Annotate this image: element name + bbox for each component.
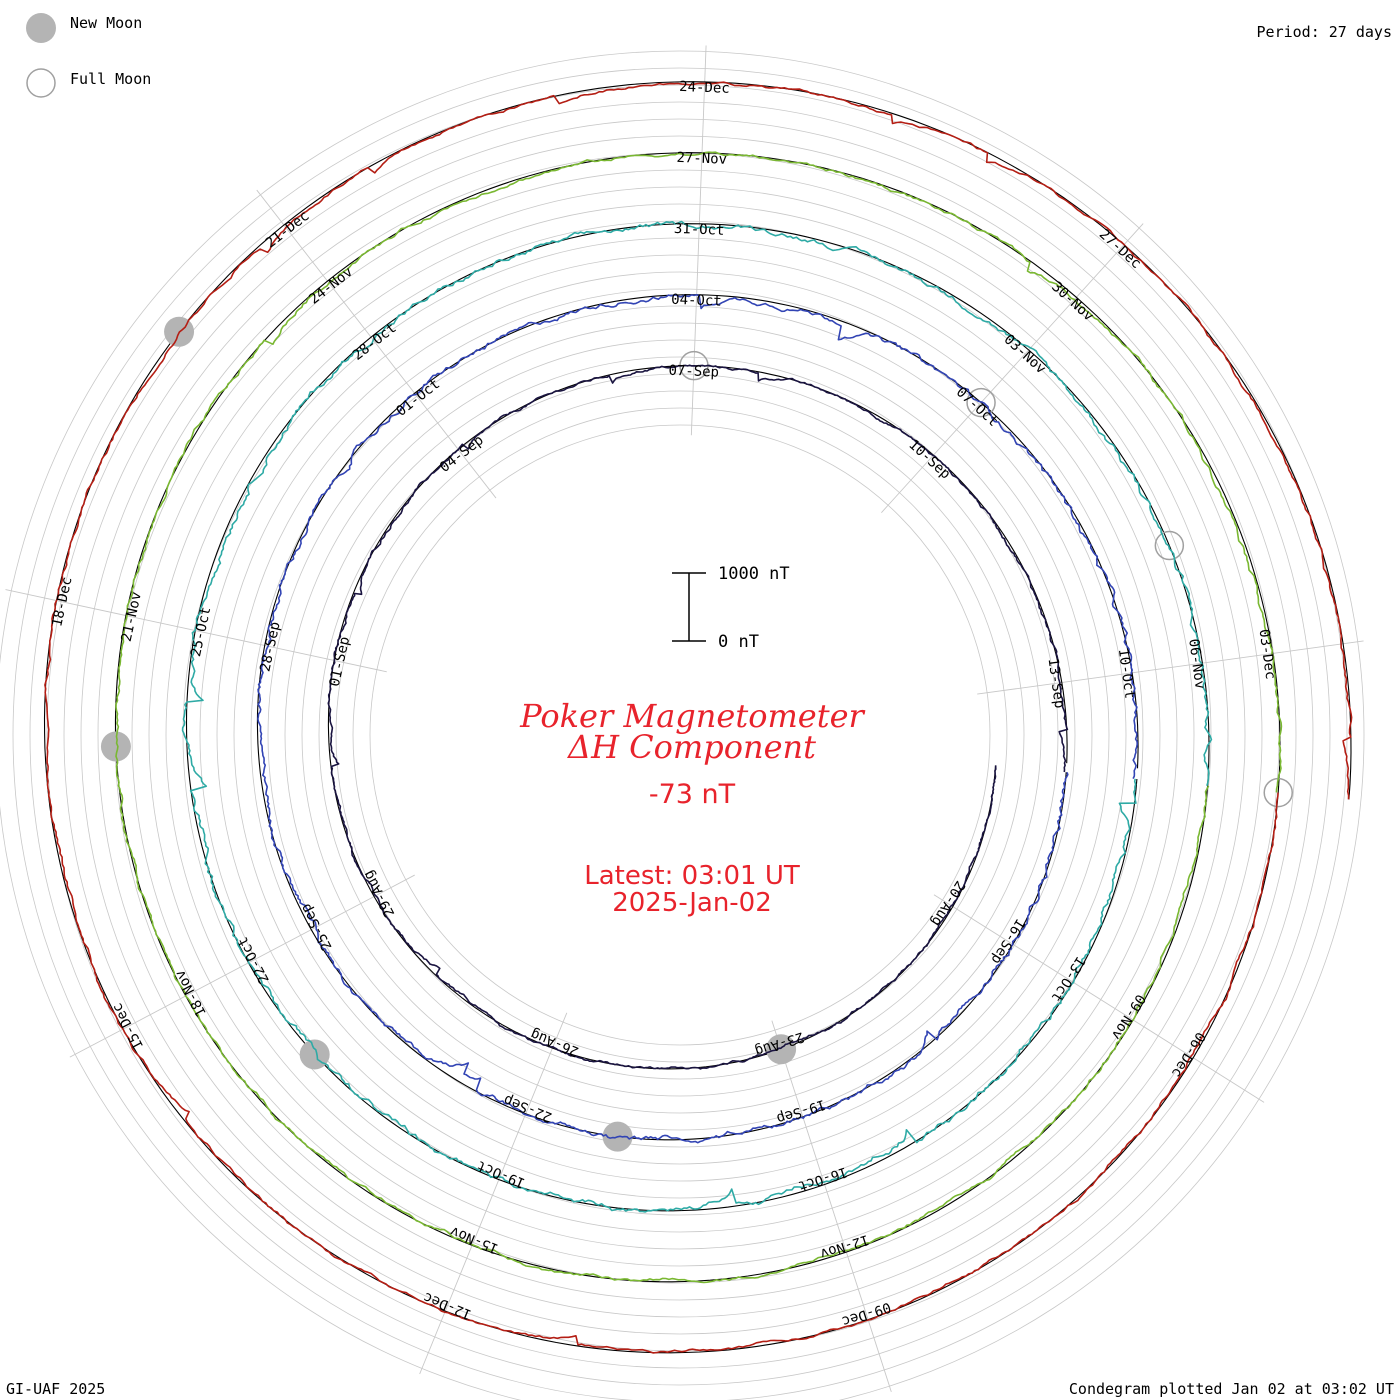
trace-cycle-2 <box>257 294 1138 1144</box>
date-label: 06-Nov <box>1185 638 1208 690</box>
current-value: -73 nT <box>649 779 736 810</box>
sector-line <box>5 589 387 673</box>
date-label: 31-Oct <box>674 221 725 239</box>
date-label: 03-Dec <box>1256 628 1279 680</box>
date-label: 07-Sep <box>668 363 719 381</box>
sector-line <box>881 223 1144 513</box>
date-label: 03-Nov <box>1001 332 1049 378</box>
date-label: 09-Nov <box>1108 991 1148 1042</box>
polar-grid <box>0 50 1365 1400</box>
latest-time: Latest: 03:01 UT <box>584 861 800 891</box>
date-label: 30-Nov <box>1048 279 1096 325</box>
date-label: 22-Sep <box>501 1091 554 1125</box>
date-label: 27-Nov <box>676 150 727 168</box>
scale-bottom-label: 0 nT <box>718 632 759 652</box>
trace-cycle-1 <box>327 364 1069 1070</box>
date-label: 10-Oct <box>1115 648 1138 700</box>
date-label: 15-Nov <box>448 1223 501 1257</box>
new-moon-marker <box>100 731 131 762</box>
magnetometer-traces <box>44 81 1353 1354</box>
period-label: Period: 27 days <box>1257 23 1392 41</box>
date-label: 01-Oct <box>393 376 443 420</box>
sector-line <box>771 1020 892 1392</box>
footer-plot-time: Condegram plotted Jan 02 at 03:02 UT <box>1069 1380 1394 1398</box>
legend-full-moon: Full Moon <box>70 70 151 88</box>
date-label: 24-Nov <box>306 264 356 308</box>
legend-new-moon: New Moon <box>70 14 142 32</box>
sector-line <box>256 189 497 499</box>
sector-line <box>977 640 1364 695</box>
new-moon-marker <box>766 1034 797 1065</box>
full-moon-marker <box>1154 530 1185 561</box>
date-label: 28-Oct <box>350 320 400 364</box>
chart-subtitle: ΔH Component <box>566 728 816 766</box>
date-label: 25-Sep <box>298 901 336 953</box>
date-label: 21-Dec <box>263 208 313 252</box>
date-label: 18-Dec <box>49 575 75 628</box>
date-label: 28-Sep <box>257 620 283 673</box>
sector-line <box>69 874 415 1058</box>
sector-divider-lines <box>5 45 1364 1392</box>
footer-credit: GI-UAF 2025 <box>6 1380 105 1398</box>
chart-title: Poker Magnetometer <box>519 697 865 735</box>
date-label: 19-Sep <box>774 1096 827 1127</box>
trace-cycle-5 <box>44 81 1353 1354</box>
scale-bar: 1000 nT 0 nT <box>672 564 790 652</box>
latest-date: 2025-Jan-02 <box>612 888 772 918</box>
sector-line <box>933 894 1265 1103</box>
date-label: 22-Oct <box>235 934 273 986</box>
trace-cycle-3 <box>181 220 1213 1213</box>
date-label: 04-Oct <box>671 292 722 310</box>
sector-line <box>690 45 707 436</box>
new-moon-marker <box>299 1039 330 1070</box>
trace-cycle-4 <box>115 151 1283 1284</box>
date-label: 29-Aug <box>360 868 398 920</box>
date-label: 20-Aug <box>927 878 967 929</box>
baseline-cycle-5 <box>43 81 1352 1354</box>
scale-top-label: 1000 nT <box>718 564 790 584</box>
sector-line <box>419 1012 568 1375</box>
date-label: 15-Dec <box>109 1000 147 1052</box>
date-label: 12-Dec <box>421 1289 474 1323</box>
date-label: 26-Aug <box>528 1026 581 1060</box>
date-label: 24-Dec <box>679 79 730 97</box>
baseline-cycle-3 <box>185 223 1210 1212</box>
date-label: 12-Nov <box>818 1231 871 1262</box>
date-label: 13-Sep <box>1045 657 1068 709</box>
date-label: 25-Oct <box>188 605 214 658</box>
date-label: 16-Oct <box>796 1163 849 1194</box>
date-label: 06-Dec <box>1168 1029 1208 1080</box>
date-label: 09-Dec <box>840 1299 893 1330</box>
full-moon-marker <box>966 387 996 418</box>
new-moon-icon <box>26 13 56 43</box>
full-moon-icon <box>26 68 56 98</box>
